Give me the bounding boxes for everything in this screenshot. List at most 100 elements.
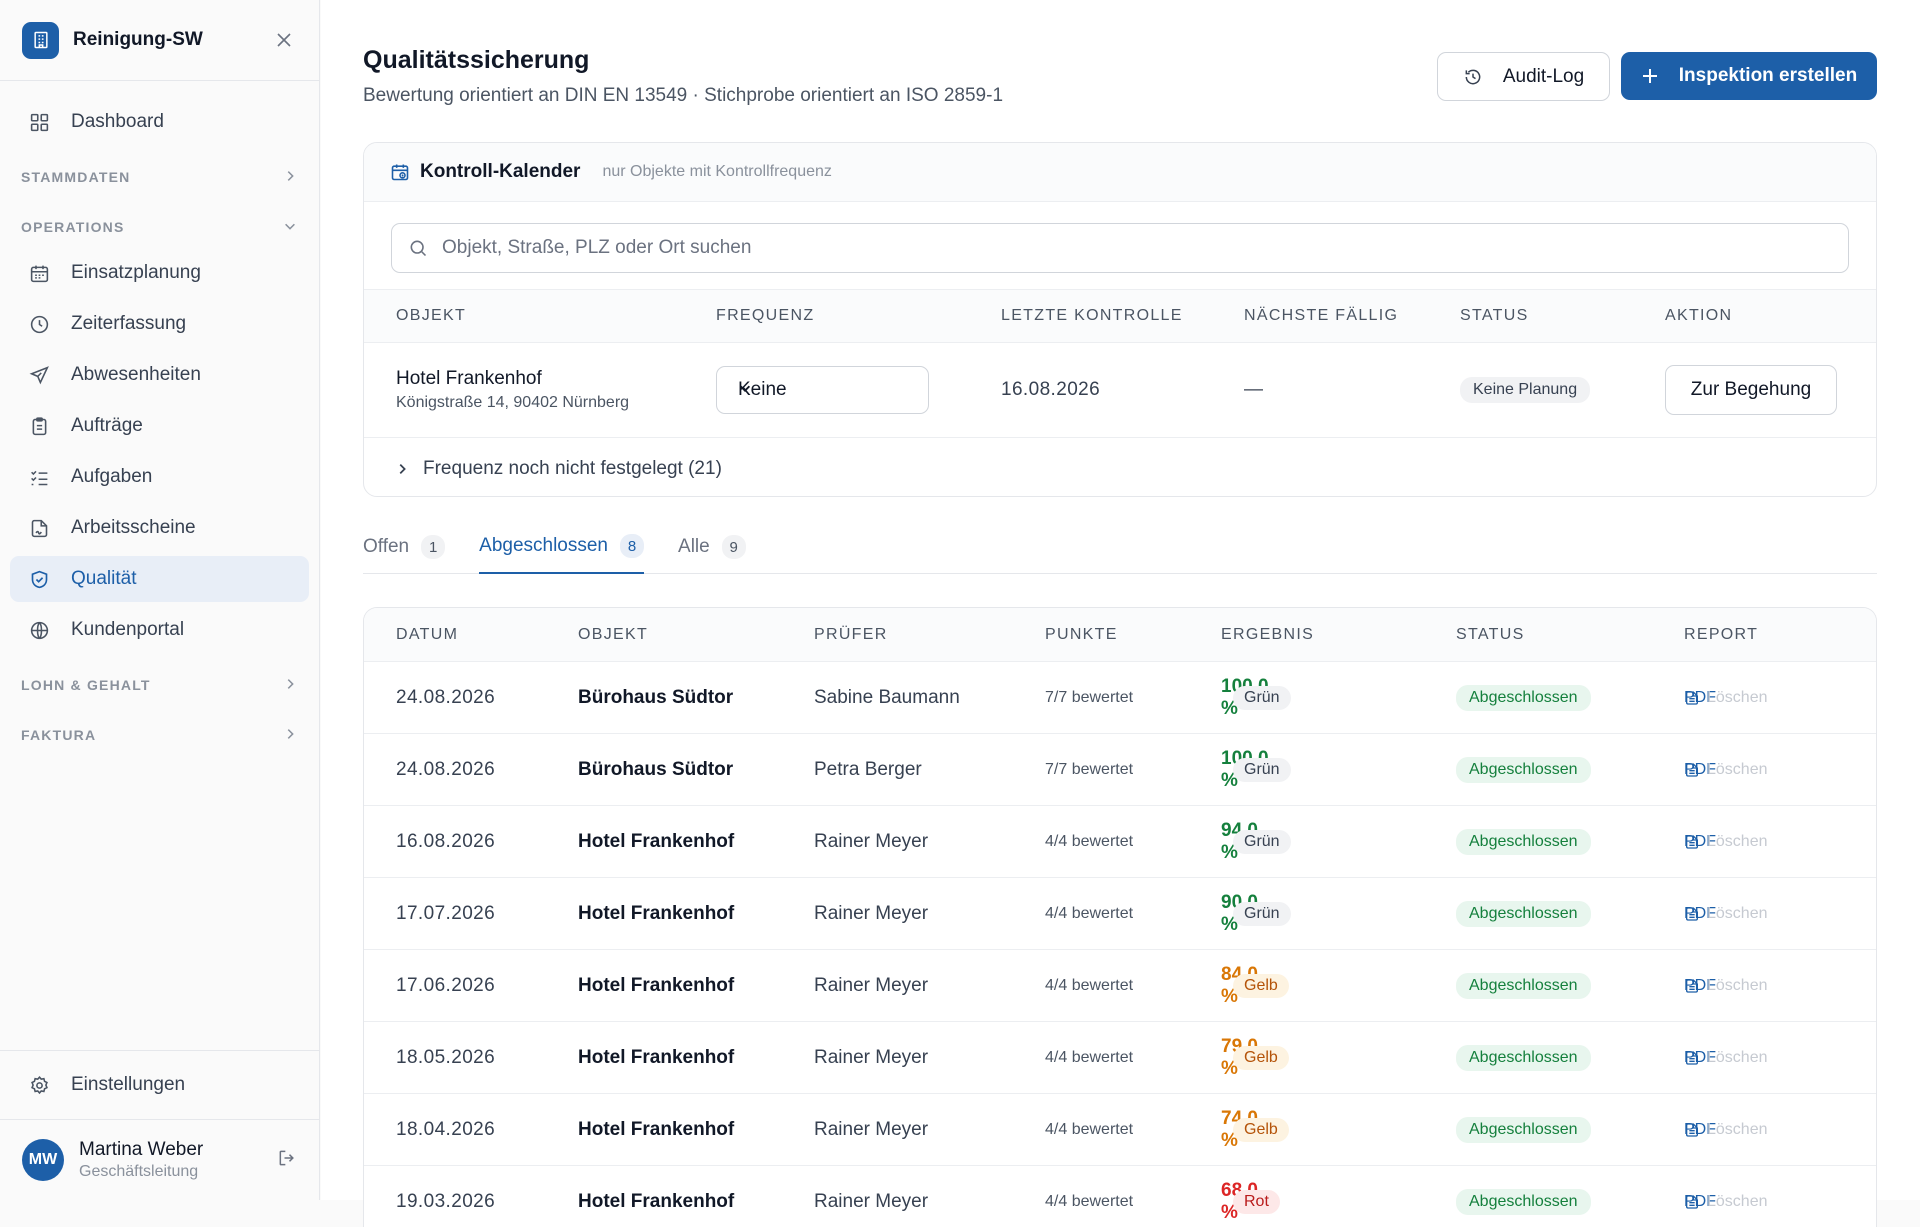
- status-badge: Abgeschlossen: [1456, 756, 1591, 783]
- delete-button[interactable]: Löschen: [1707, 832, 1768, 850]
- walkthrough-label: Zur Begehung: [1665, 365, 1837, 415]
- brand-header: Reinigung-SW: [0, 0, 319, 81]
- table-row[interactable]: 18.05.2026 Hotel Frankenhof Rainer Meyer…: [364, 1022, 1876, 1094]
- walkthrough-button[interactable]: Zur Begehung: [1665, 365, 1837, 415]
- nav-group-lohn[interactable]: LOHN & GEHALT: [10, 658, 309, 712]
- unset-frequency-expander[interactable]: Frequenz noch nicht festgelegt (21): [364, 438, 1876, 496]
- col-pruefer: PRÜFER: [814, 625, 888, 643]
- inspections-table-header: DATUM OBJEKT PRÜFER PUNKTE ERGEBNIS STAT…: [364, 608, 1876, 662]
- delete-button[interactable]: Löschen: [1707, 760, 1768, 778]
- close-icon[interactable]: [271, 27, 297, 53]
- status-badge: Abgeschlossen: [1456, 972, 1591, 999]
- frequency-select[interactable]: Keine: [716, 366, 929, 414]
- points-cell: 4/4 bewertet: [1045, 976, 1134, 994]
- table-row[interactable]: 17.06.2026 Hotel Frankenhof Rainer Meyer…: [364, 950, 1876, 1022]
- inspector-cell: Rainer Meyer: [814, 974, 929, 996]
- calendar-clock-icon: [390, 162, 410, 182]
- nav-group-label: LOHN & GEHALT: [21, 677, 151, 693]
- object-cell: Hotel Frankenhof: [578, 1118, 735, 1140]
- sidebar-item-qualitaet[interactable]: Qualität: [10, 556, 309, 602]
- page-subtitle: Bewertung orientiert an DIN EN 13549 · S…: [363, 85, 1004, 106]
- table-row[interactable]: 24.08.2026 Bürohaus Südtor Petra Berger …: [364, 734, 1876, 806]
- create-inspection-button[interactable]: Inspektion erstellen: [1621, 52, 1877, 100]
- building-icon: [22, 21, 59, 59]
- points-cell: 4/4 bewertet: [1045, 1048, 1134, 1066]
- table-row[interactable]: 16.08.2026 Hotel Frankenhof Rainer Meyer…: [364, 806, 1876, 878]
- delete-button[interactable]: Löschen: [1707, 1192, 1768, 1210]
- chevron-right-icon: [283, 169, 297, 186]
- chevron-right-icon: [283, 727, 297, 744]
- table-row[interactable]: 18.04.2026 Hotel Frankenhof Rainer Meyer…: [364, 1094, 1876, 1166]
- document-sign-icon: [27, 516, 51, 540]
- inspector-cell: Rainer Meyer: [814, 902, 929, 924]
- col-datum: DATUM: [396, 625, 459, 643]
- nav-group-operations[interactable]: OPERATIONS: [10, 204, 309, 250]
- sidebar-item-aufgaben[interactable]: Aufgaben: [10, 454, 309, 500]
- sidebar-item-dashboard[interactable]: Dashboard: [10, 99, 309, 145]
- sidebar-item-einsatzplanung[interactable]: Einsatzplanung: [10, 250, 309, 296]
- table-row[interactable]: 24.08.2026 Bürohaus Südtor Sabine Bauman…: [364, 662, 1876, 734]
- points-cell: 7/7 bewertet: [1045, 760, 1134, 778]
- inspector-cell: Sabine Baumann: [814, 686, 960, 708]
- date-cell: 17.06.2026: [396, 974, 496, 996]
- pdf-label: PDF: [1684, 688, 1716, 706]
- delete-button[interactable]: Löschen: [1707, 688, 1768, 706]
- pdf-label: PDF: [1684, 976, 1716, 994]
- calendar-table-header: OBJEKT FREQUENZ LETZTE KONTROLLE NÄCHSTE…: [364, 289, 1876, 343]
- delete-button[interactable]: Löschen: [1707, 1120, 1768, 1138]
- chevron-down-icon: [738, 379, 752, 401]
- col-frequenz: FREQUENZ: [716, 307, 815, 324]
- nav-group-faktura[interactable]: FAKTURA: [10, 712, 309, 758]
- object-search[interactable]: [391, 223, 1849, 273]
- tab-abgeschlossen[interactable]: Abgeschlossen 8: [479, 520, 645, 574]
- control-calendar-card: Kontroll-Kalender nur Objekte mit Kontro…: [363, 142, 1877, 497]
- pdf-label: PDF: [1684, 760, 1716, 778]
- audit-log-button[interactable]: Audit-Log: [1437, 52, 1610, 101]
- file-icon: [1684, 1050, 1700, 1066]
- sidebar-item-einstellungen[interactable]: Einstellungen: [10, 1062, 309, 1108]
- points-cell: 4/4 bewertet: [1045, 832, 1134, 850]
- date-cell: 24.08.2026: [396, 758, 496, 780]
- sidebar-item-kundenportal[interactable]: Kundenportal: [10, 607, 309, 653]
- file-icon: [1684, 1122, 1700, 1138]
- sidebar-item-label: Arbeitsscheine: [71, 517, 196, 538]
- calendar-hint: nur Objekte mit Kontrollfrequenz: [602, 163, 832, 180]
- search-icon: [408, 238, 428, 258]
- col-status: STATUS: [1460, 307, 1529, 324]
- sidebar-item-zeiterfassung[interactable]: Zeiterfassung: [10, 301, 309, 347]
- sidebar-item-label: Qualität: [71, 568, 137, 589]
- pdf-label: PDF: [1684, 1120, 1716, 1138]
- calendar-title: Kontroll-Kalender: [420, 161, 581, 182]
- table-row[interactable]: 19.03.2026 Hotel Frankenhof Rainer Meyer…: [364, 1166, 1876, 1227]
- delete-button[interactable]: Löschen: [1707, 976, 1768, 994]
- tab-alle[interactable]: Alle 9: [678, 520, 746, 574]
- sidebar-item-auftraege[interactable]: Aufträge: [10, 403, 309, 449]
- inspections-table: DATUM OBJEKT PRÜFER PUNKTE ERGEBNIS STAT…: [363, 607, 1877, 1227]
- tab-offen[interactable]: Offen 1: [363, 520, 446, 574]
- delete-button[interactable]: Löschen: [1707, 904, 1768, 922]
- tab-count: 1: [421, 535, 446, 559]
- expander-label: Frequenz noch nicht festgelegt (21): [423, 457, 722, 479]
- nav-group-stammdaten[interactable]: STAMMDATEN: [10, 150, 309, 204]
- file-icon: [1684, 906, 1700, 922]
- date-cell: 18.04.2026: [396, 1118, 496, 1140]
- tab-label: Alle: [678, 536, 710, 557]
- table-row[interactable]: 17.07.2026 Hotel Frankenhof Rainer Meyer…: [364, 878, 1876, 950]
- sidebar-item-arbeitsscheine[interactable]: Arbeitsscheine: [10, 505, 309, 551]
- search-input[interactable]: [442, 237, 1832, 259]
- calendar-icon: [27, 261, 51, 285]
- delete-button[interactable]: Löschen: [1707, 1048, 1768, 1066]
- sidebar-item-abwesenheiten[interactable]: Abwesenheiten: [10, 352, 309, 398]
- table-row: Hotel Frankenhof Königstraße 14, 90402 N…: [364, 343, 1876, 438]
- object-cell: Hotel Frankenhof: [578, 974, 735, 996]
- user-profile: MW Martina Weber Geschäftsleitung: [0, 1119, 319, 1200]
- logout-icon[interactable]: [277, 1148, 297, 1173]
- file-icon: [1684, 762, 1700, 778]
- col-report: REPORT: [1684, 625, 1759, 643]
- traffic-light-badge: Grün: [1233, 757, 1291, 782]
- object-cell: Hotel Frankenhof Königstraße 14, 90402 N…: [396, 368, 629, 412]
- object-cell: Bürohaus Südtor: [578, 686, 734, 708]
- tab-count: 9: [721, 535, 746, 559]
- gear-icon: [27, 1073, 51, 1097]
- col-ergebnis: ERGEBNIS: [1221, 625, 1315, 643]
